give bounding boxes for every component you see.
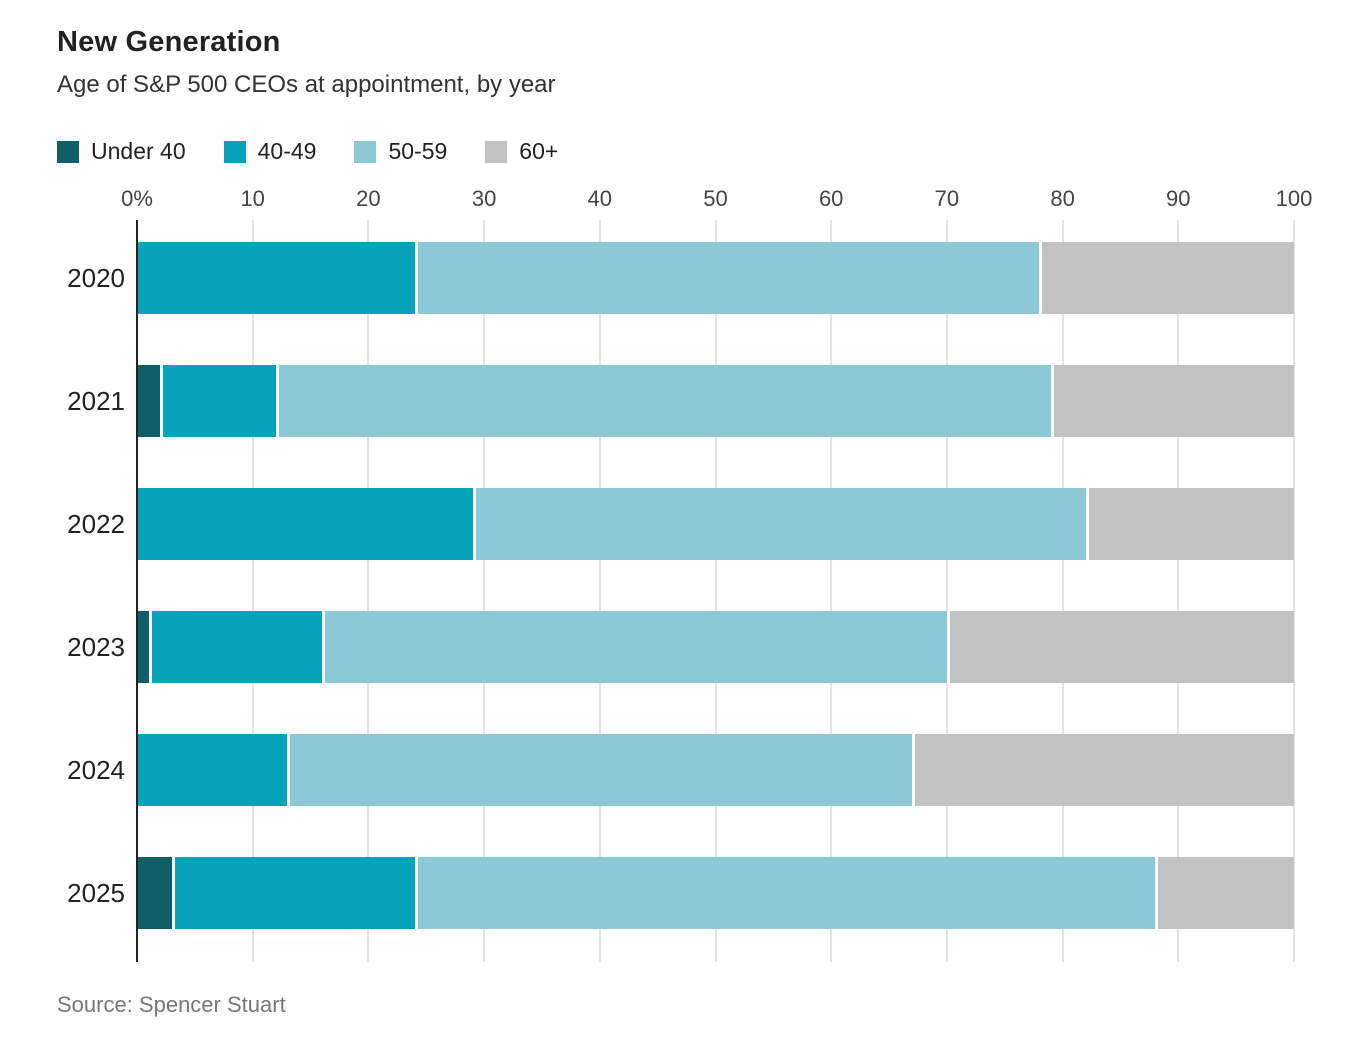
bar-2025-segment-60 xyxy=(1155,857,1294,929)
bar-2021-segment-40-49 xyxy=(160,365,276,437)
x-tick-label-100: 100 xyxy=(1275,186,1313,211)
bar-2023-segment-under-40 xyxy=(137,611,149,683)
legend-swatch-50-59 xyxy=(354,140,377,163)
x-tick-label-60: 60 xyxy=(818,186,844,211)
bar-row-2024 xyxy=(137,734,1294,806)
x-tick-label-30: 30 xyxy=(471,186,497,211)
bar-2025-segment-under-40 xyxy=(137,857,172,929)
x-tick-label-70: 70 xyxy=(934,186,960,211)
x-tick-label-50: 50 xyxy=(703,186,728,211)
bar-row-2020 xyxy=(137,242,1294,314)
legend-swatch-60 xyxy=(485,140,508,163)
legend-item-40-49: 40-49 xyxy=(223,138,317,165)
y-axis-label-2023: 2023 xyxy=(67,632,125,662)
y-axis-label-2025: 2025 xyxy=(67,878,125,908)
bar-2025-segment-40-49 xyxy=(171,857,415,929)
bar-2024-segment-60 xyxy=(912,734,1294,806)
bar-2023-segment-40-49 xyxy=(148,611,323,683)
bar-2021-segment-under-40 xyxy=(137,365,161,437)
gridline-80 xyxy=(1061,220,1064,962)
gridline-70 xyxy=(945,220,948,962)
plot-area xyxy=(136,220,1295,962)
chart-subtitle: Age of S&P 500 CEOs at appointment, by y… xyxy=(57,71,556,98)
y-axis-label-2022: 2022 xyxy=(67,509,125,539)
bar-2020-segment-50-59 xyxy=(414,242,1040,314)
legend-swatch-under-40 xyxy=(57,140,79,163)
source-note: Source: Spencer Stuart xyxy=(57,992,286,1017)
gridline-100 xyxy=(1293,220,1295,962)
gridline-30 xyxy=(483,220,486,962)
x-tick-label-10: 10 xyxy=(240,186,265,211)
x-tick-label-20: 20 xyxy=(356,186,381,211)
legend-label-60: 60+ xyxy=(519,138,559,164)
gridline-10 xyxy=(251,220,254,962)
x-tick-label-90: 90 xyxy=(1166,186,1191,211)
x-axis: 0% 10 20 30 40 50 60 70 80 90 100 xyxy=(121,186,1312,214)
bar-2023-segment-60 xyxy=(946,611,1294,683)
bar-2022-segment-50-59 xyxy=(472,488,1086,560)
bar-row-2023 xyxy=(137,611,1294,683)
x-tick-label-40: 40 xyxy=(587,186,613,211)
bar-row-2025 xyxy=(137,857,1294,929)
legend-swatch-40-49 xyxy=(223,140,246,163)
y-axis-label-2021: 2021 xyxy=(67,386,125,416)
legend-label-50-59: 50-59 xyxy=(388,138,448,164)
bar-2020-segment-40-49 xyxy=(137,242,415,314)
y-axis-label-2024: 2024 xyxy=(67,755,125,785)
y-axis-label-2020: 2020 xyxy=(67,263,125,293)
bar-2022-segment-40-49 xyxy=(137,488,473,560)
bar-2020-segment-60 xyxy=(1039,242,1294,314)
legend-label-40-49: 40-49 xyxy=(257,138,317,164)
chart-title: New Generation xyxy=(57,26,281,58)
gridline-90 xyxy=(1177,220,1180,962)
gridline-40 xyxy=(598,220,601,962)
legend-item-50-59: 50-59 xyxy=(354,138,447,165)
bar-2023-segment-50-59 xyxy=(322,611,947,683)
bar-2025-segment-50-59 xyxy=(414,857,1156,929)
bar-row-2022 xyxy=(137,488,1294,560)
bar-row-2021 xyxy=(137,365,1294,437)
bar-2024-segment-50-59 xyxy=(287,734,913,806)
legend-label-under-40: Under 40 xyxy=(91,138,186,164)
bar-2022-segment-60 xyxy=(1085,488,1294,560)
gridline-50 xyxy=(714,220,717,962)
y-axis-line xyxy=(136,220,138,962)
legend: Under 40 40-49 50-59 60+ xyxy=(57,138,558,165)
x-tick-label-0: 0% xyxy=(121,186,153,211)
gridline-60 xyxy=(830,220,833,962)
x-tick-label-80: 80 xyxy=(1050,186,1075,211)
legend-item-60: 60+ xyxy=(485,138,558,165)
bar-2021-segment-60 xyxy=(1051,365,1294,437)
gridline-20 xyxy=(367,220,370,962)
legend-item-under-40: Under 40 xyxy=(57,138,186,165)
bar-2021-segment-50-59 xyxy=(275,365,1052,437)
y-axis: 2020 2021 2022 2023 2024 2025 xyxy=(0,220,125,962)
bar-2024-segment-40-49 xyxy=(137,734,288,806)
